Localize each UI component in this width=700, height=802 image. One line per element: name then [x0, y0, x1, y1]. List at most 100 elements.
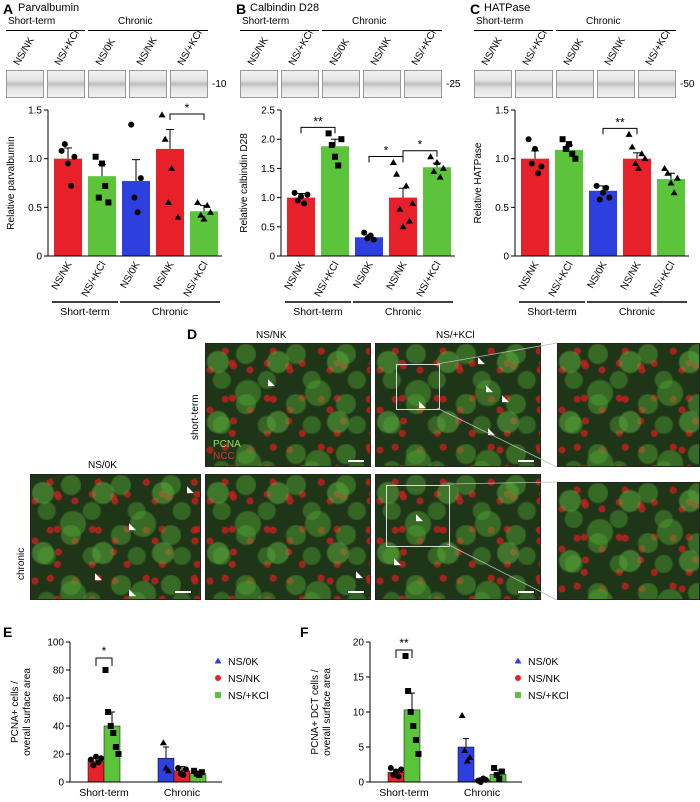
data-point [603, 184, 610, 191]
y-tick-label: 0 [358, 778, 364, 789]
y-tick-label: 0.5 [495, 203, 509, 214]
western-blot-lane [363, 70, 401, 98]
bar [521, 158, 549, 256]
data-point [670, 189, 678, 196]
western-blot-lane [515, 70, 553, 98]
western-blot-lane [638, 70, 676, 98]
western-blot-lane [47, 70, 85, 98]
data-point [628, 143, 636, 150]
group-label: Short-term [293, 306, 343, 318]
pcna-dct-cells-chart: PCNA+ DCT cells / overall surface area 0 5 1… [310, 636, 569, 799]
western-blot-lane [170, 70, 208, 98]
y-tick-label: 10 [353, 708, 365, 719]
data-point [661, 164, 669, 171]
data-point [298, 193, 304, 200]
data-point [137, 175, 144, 182]
legend-label: NS/+KCl [228, 690, 269, 702]
bar [122, 181, 150, 256]
data-point [107, 723, 114, 729]
zoom-box [386, 485, 450, 547]
blot-group-line [556, 30, 676, 31]
legend-label: NS/NK [228, 673, 260, 685]
zoom-connector-lines [436, 342, 558, 601]
blot-group-chronic: Chronic [118, 16, 153, 27]
arrowhead-icon: ◣ [419, 399, 426, 409]
data-point [525, 136, 532, 143]
legend-marker [214, 657, 222, 664]
data-point [93, 753, 99, 760]
blot-group-line [6, 30, 85, 31]
x-tick-label: Chronic [164, 787, 200, 799]
arrowhead-icon: ◣ [187, 484, 194, 494]
bar [88, 176, 116, 256]
data-point [664, 169, 672, 176]
data-point [395, 773, 402, 780]
data-point [158, 111, 166, 118]
data-point [174, 213, 182, 220]
data-point [200, 215, 208, 222]
significance-label: * [102, 644, 107, 658]
data-point [325, 130, 332, 137]
data-point [482, 776, 489, 783]
y-tick-label: 0 [269, 252, 275, 263]
data-point [412, 737, 419, 743]
data-point [112, 744, 119, 750]
data-point [572, 155, 579, 162]
data-point [328, 142, 335, 149]
scale-bar [175, 591, 191, 593]
significance-bracket [402, 150, 438, 157]
arrowhead-icon: ◣ [268, 377, 275, 387]
blot-group-line [88, 30, 208, 31]
western-blot-lane [88, 70, 126, 98]
legend-marker [215, 675, 221, 681]
panel-letter-b: B [236, 1, 247, 17]
legend-label: NS/0K [528, 656, 558, 668]
micrograph-chronic-ns-nk: ◣ [205, 474, 371, 600]
data-point [90, 762, 97, 769]
data-point [461, 747, 469, 753]
panel-letter-e: E [3, 624, 13, 640]
legend-marker [514, 657, 522, 664]
bar [555, 149, 583, 256]
data-point [466, 754, 474, 760]
scale-bar [348, 460, 364, 462]
data-point [102, 182, 109, 189]
y-tick-label: 20 [353, 638, 365, 649]
x-tick-label: Chronic [464, 787, 500, 799]
data-point [402, 653, 409, 659]
bar [657, 179, 685, 256]
data-point [399, 223, 407, 230]
panel-letter-f: F [300, 624, 309, 640]
data-point [433, 159, 441, 166]
data-point [535, 170, 542, 177]
data-point [498, 768, 505, 775]
data-point [673, 174, 681, 181]
bar [589, 190, 617, 256]
arrowhead-icon: ◣ [486, 383, 493, 393]
y-tick-label: 100 [47, 638, 64, 649]
data-point [361, 229, 368, 236]
data-point [393, 170, 401, 177]
data-point [128, 121, 135, 128]
significance-label: ** [615, 115, 625, 129]
arrowhead-icon: ◣ [488, 426, 495, 436]
significance-label: * [418, 138, 423, 152]
group-label: Chronic [152, 306, 188, 318]
data-point [98, 755, 105, 762]
arrowhead-icon: ◣ [502, 393, 509, 403]
panel-title-b: Calbindin D28 [250, 2, 320, 14]
data-point [182, 766, 189, 773]
y-tick-label: 5 [358, 743, 364, 754]
bar [287, 197, 315, 256]
data-point [409, 199, 417, 206]
data-point [58, 147, 65, 154]
data-point [387, 765, 394, 771]
data-point [61, 141, 68, 148]
blot-group-short-term: Short-term [242, 16, 290, 27]
panel-letter-c: C [470, 1, 481, 17]
data-point [407, 709, 414, 715]
y-tick-label: 2.0 [261, 135, 275, 146]
y-tick-label: 0.5 [28, 203, 42, 214]
data-point [638, 150, 646, 157]
